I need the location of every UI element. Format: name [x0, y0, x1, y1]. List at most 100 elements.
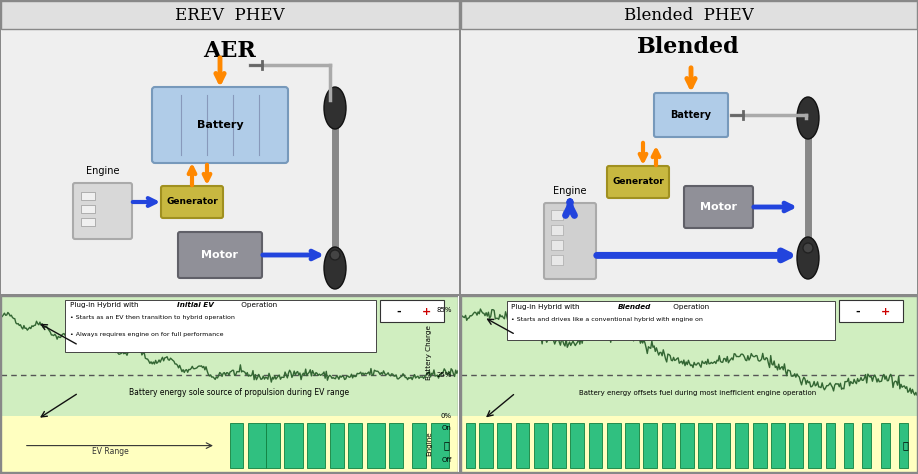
- Text: ⛽: ⛽: [443, 441, 450, 451]
- Text: Generator: Generator: [612, 177, 664, 186]
- Bar: [81, 218, 95, 226]
- Text: 85%: 85%: [436, 307, 452, 313]
- Bar: [607, 423, 621, 468]
- Bar: [412, 423, 426, 468]
- Text: • Starts and drives like a conventional hybrid with engine on: • Starts and drives like a conventional …: [511, 317, 703, 322]
- Text: • Always requires engine on for full performance: • Always requires engine on for full per…: [70, 332, 223, 337]
- Bar: [479, 423, 493, 468]
- FancyBboxPatch shape: [178, 232, 262, 278]
- Bar: [570, 423, 584, 468]
- Bar: [380, 300, 444, 322]
- Bar: [588, 423, 602, 468]
- Bar: [230, 423, 243, 468]
- Bar: [461, 1, 917, 29]
- Text: AER: AER: [203, 40, 256, 62]
- FancyBboxPatch shape: [684, 186, 753, 228]
- Bar: [308, 423, 326, 468]
- Text: Blended: Blended: [637, 36, 740, 58]
- Ellipse shape: [797, 237, 819, 279]
- Text: Plug-in Hybrid with: Plug-in Hybrid with: [511, 304, 582, 310]
- Bar: [551, 240, 563, 250]
- FancyBboxPatch shape: [654, 93, 728, 137]
- Bar: [553, 423, 565, 468]
- Text: -: -: [856, 307, 860, 317]
- Text: Operation: Operation: [239, 302, 276, 308]
- Bar: [465, 423, 475, 468]
- Bar: [348, 423, 362, 468]
- Text: Motor: Motor: [700, 202, 737, 212]
- Text: Blended: Blended: [619, 304, 652, 310]
- Bar: [431, 423, 449, 468]
- Bar: [899, 423, 908, 468]
- Text: Battery: Battery: [670, 110, 711, 120]
- Text: Initial EV: Initial EV: [177, 302, 214, 308]
- Bar: [1, 416, 458, 472]
- Bar: [808, 423, 822, 468]
- Bar: [716, 423, 730, 468]
- Text: Blended  PHEV: Blended PHEV: [623, 7, 754, 24]
- Bar: [248, 423, 266, 468]
- Bar: [862, 423, 871, 468]
- Bar: [507, 301, 834, 340]
- FancyBboxPatch shape: [607, 166, 669, 198]
- FancyBboxPatch shape: [73, 183, 132, 239]
- Bar: [644, 423, 657, 468]
- Text: Engine: Engine: [85, 166, 119, 176]
- Bar: [826, 423, 834, 468]
- Text: On: On: [442, 425, 452, 431]
- Text: Battery Charge: Battery Charge: [426, 325, 432, 380]
- Ellipse shape: [797, 97, 819, 139]
- Bar: [389, 423, 403, 468]
- Bar: [844, 423, 853, 468]
- Bar: [551, 210, 563, 220]
- Text: Battery energy offsets fuel during most inefficient engine operation: Battery energy offsets fuel during most …: [579, 390, 817, 396]
- Text: Operation: Operation: [671, 304, 709, 310]
- FancyBboxPatch shape: [161, 186, 223, 218]
- Bar: [534, 423, 548, 468]
- Bar: [1, 29, 459, 294]
- Text: 25%: 25%: [436, 372, 452, 378]
- Text: +: +: [421, 307, 431, 317]
- Bar: [625, 423, 639, 468]
- Bar: [551, 225, 563, 235]
- Bar: [516, 423, 530, 468]
- Bar: [498, 423, 511, 468]
- Bar: [734, 423, 748, 468]
- Text: Engine: Engine: [426, 431, 432, 456]
- Bar: [698, 423, 711, 468]
- Text: Battery: Battery: [196, 120, 243, 130]
- Text: EREV  PHEV: EREV PHEV: [174, 7, 285, 24]
- Text: Battery energy sole source of propulsion during EV range: Battery energy sole source of propulsion…: [129, 388, 349, 397]
- Bar: [459, 1, 461, 473]
- Bar: [1, 294, 917, 296]
- Bar: [81, 205, 95, 213]
- Bar: [330, 423, 343, 468]
- Bar: [461, 416, 917, 472]
- Bar: [771, 423, 785, 468]
- Bar: [680, 423, 694, 468]
- Text: ⛽: ⛽: [902, 441, 909, 451]
- Text: • Starts as an EV then transition to hybrid operation: • Starts as an EV then transition to hyb…: [70, 315, 234, 320]
- Bar: [81, 192, 95, 200]
- Text: +: +: [880, 307, 890, 317]
- Bar: [65, 300, 375, 352]
- Bar: [285, 423, 303, 468]
- Ellipse shape: [330, 250, 340, 260]
- Bar: [551, 255, 563, 265]
- Ellipse shape: [324, 247, 346, 289]
- Bar: [839, 300, 903, 322]
- Text: Motor: Motor: [201, 250, 239, 260]
- Bar: [1, 1, 459, 29]
- FancyBboxPatch shape: [544, 203, 596, 279]
- Bar: [880, 423, 890, 468]
- Text: 0%: 0%: [441, 413, 452, 419]
- Ellipse shape: [803, 243, 813, 253]
- Bar: [366, 423, 385, 468]
- Text: -: -: [397, 307, 401, 317]
- Bar: [662, 423, 676, 468]
- Text: Plug-in Hybrid with: Plug-in Hybrid with: [70, 302, 140, 308]
- Text: Off: Off: [442, 456, 452, 463]
- Text: Generator: Generator: [166, 198, 218, 207]
- Bar: [266, 423, 280, 468]
- Bar: [461, 29, 917, 294]
